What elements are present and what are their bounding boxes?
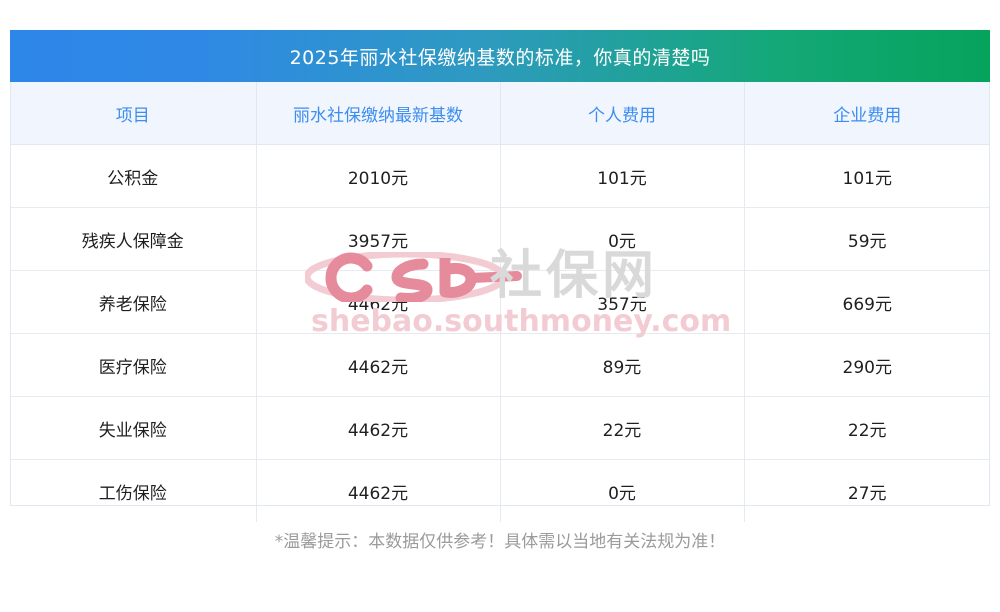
cell-item: 养老保险 [10, 270, 257, 334]
table-row: 失业保险 4462元 22元 22元 [10, 396, 990, 460]
cell-item: 医疗保险 [10, 333, 257, 397]
cell-base: 3957元 [256, 207, 501, 271]
social-insurance-table-wrapper: 项目 丽水社保缴纳最新基数 个人费用 企业费用 公积金 2010元 101元 1… [10, 82, 990, 522]
column-header-personal: 个人费用 [500, 82, 745, 145]
cell-base: 4462元 [256, 459, 501, 522]
column-header-company: 企业费用 [744, 82, 990, 145]
table-row: 公积金 2010元 101元 101元 [10, 144, 990, 208]
cell-base: 4462元 [256, 333, 501, 397]
table-head: 项目 丽水社保缴纳最新基数 个人费用 企业费用 [10, 82, 990, 145]
cell-item: 残疾人保障金 [10, 207, 257, 271]
cell-company: 22元 [744, 396, 990, 460]
cell-item: 失业保险 [10, 396, 257, 460]
cell-base: 4462元 [256, 270, 501, 334]
page-title: 2025年丽水社保缴纳基数的标准，你真的清楚吗 [289, 46, 711, 69]
cell-company: 290元 [744, 333, 990, 397]
cell-personal: 22元 [500, 396, 745, 460]
cell-personal: 0元 [500, 207, 745, 271]
table-row: 养老保险 4462元 357元 669元 [10, 270, 990, 334]
cell-item: 工伤保险 [10, 459, 257, 522]
table-header-row: 项目 丽水社保缴纳最新基数 个人费用 企业费用 [10, 82, 990, 145]
cell-personal: 357元 [500, 270, 745, 334]
cell-personal: 0元 [500, 459, 745, 522]
cell-personal: 101元 [500, 144, 745, 208]
footer-note: *温馨提示：本数据仅供参考！具体需以当地有关法规为准！ [274, 532, 726, 552]
table-body: 公积金 2010元 101元 101元 残疾人保障金 3957元 0元 59元 … [10, 144, 990, 522]
column-header-base: 丽水社保缴纳最新基数 [256, 82, 501, 145]
cell-base: 4462元 [256, 396, 501, 460]
cell-base: 2010元 [256, 144, 501, 208]
cell-item: 公积金 [10, 144, 257, 208]
table-row: 残疾人保障金 3957元 0元 59元 [10, 207, 990, 271]
social-insurance-table: 项目 丽水社保缴纳最新基数 个人费用 企业费用 公积金 2010元 101元 1… [10, 82, 990, 522]
cell-company: 669元 [744, 270, 990, 334]
table-row: 医疗保险 4462元 89元 290元 [10, 333, 990, 397]
cell-personal: 89元 [500, 333, 745, 397]
column-header-item: 项目 [10, 82, 257, 145]
title-bar: 2025年丽水社保缴纳基数的标准，你真的清楚吗 [10, 30, 990, 82]
cell-company: 27元 [847, 483, 887, 504]
cell-company: 59元 [744, 207, 990, 271]
cell-company: 101元 [744, 144, 990, 208]
table-row: 工伤保险 4462元 0元 27元 [10, 459, 990, 522]
